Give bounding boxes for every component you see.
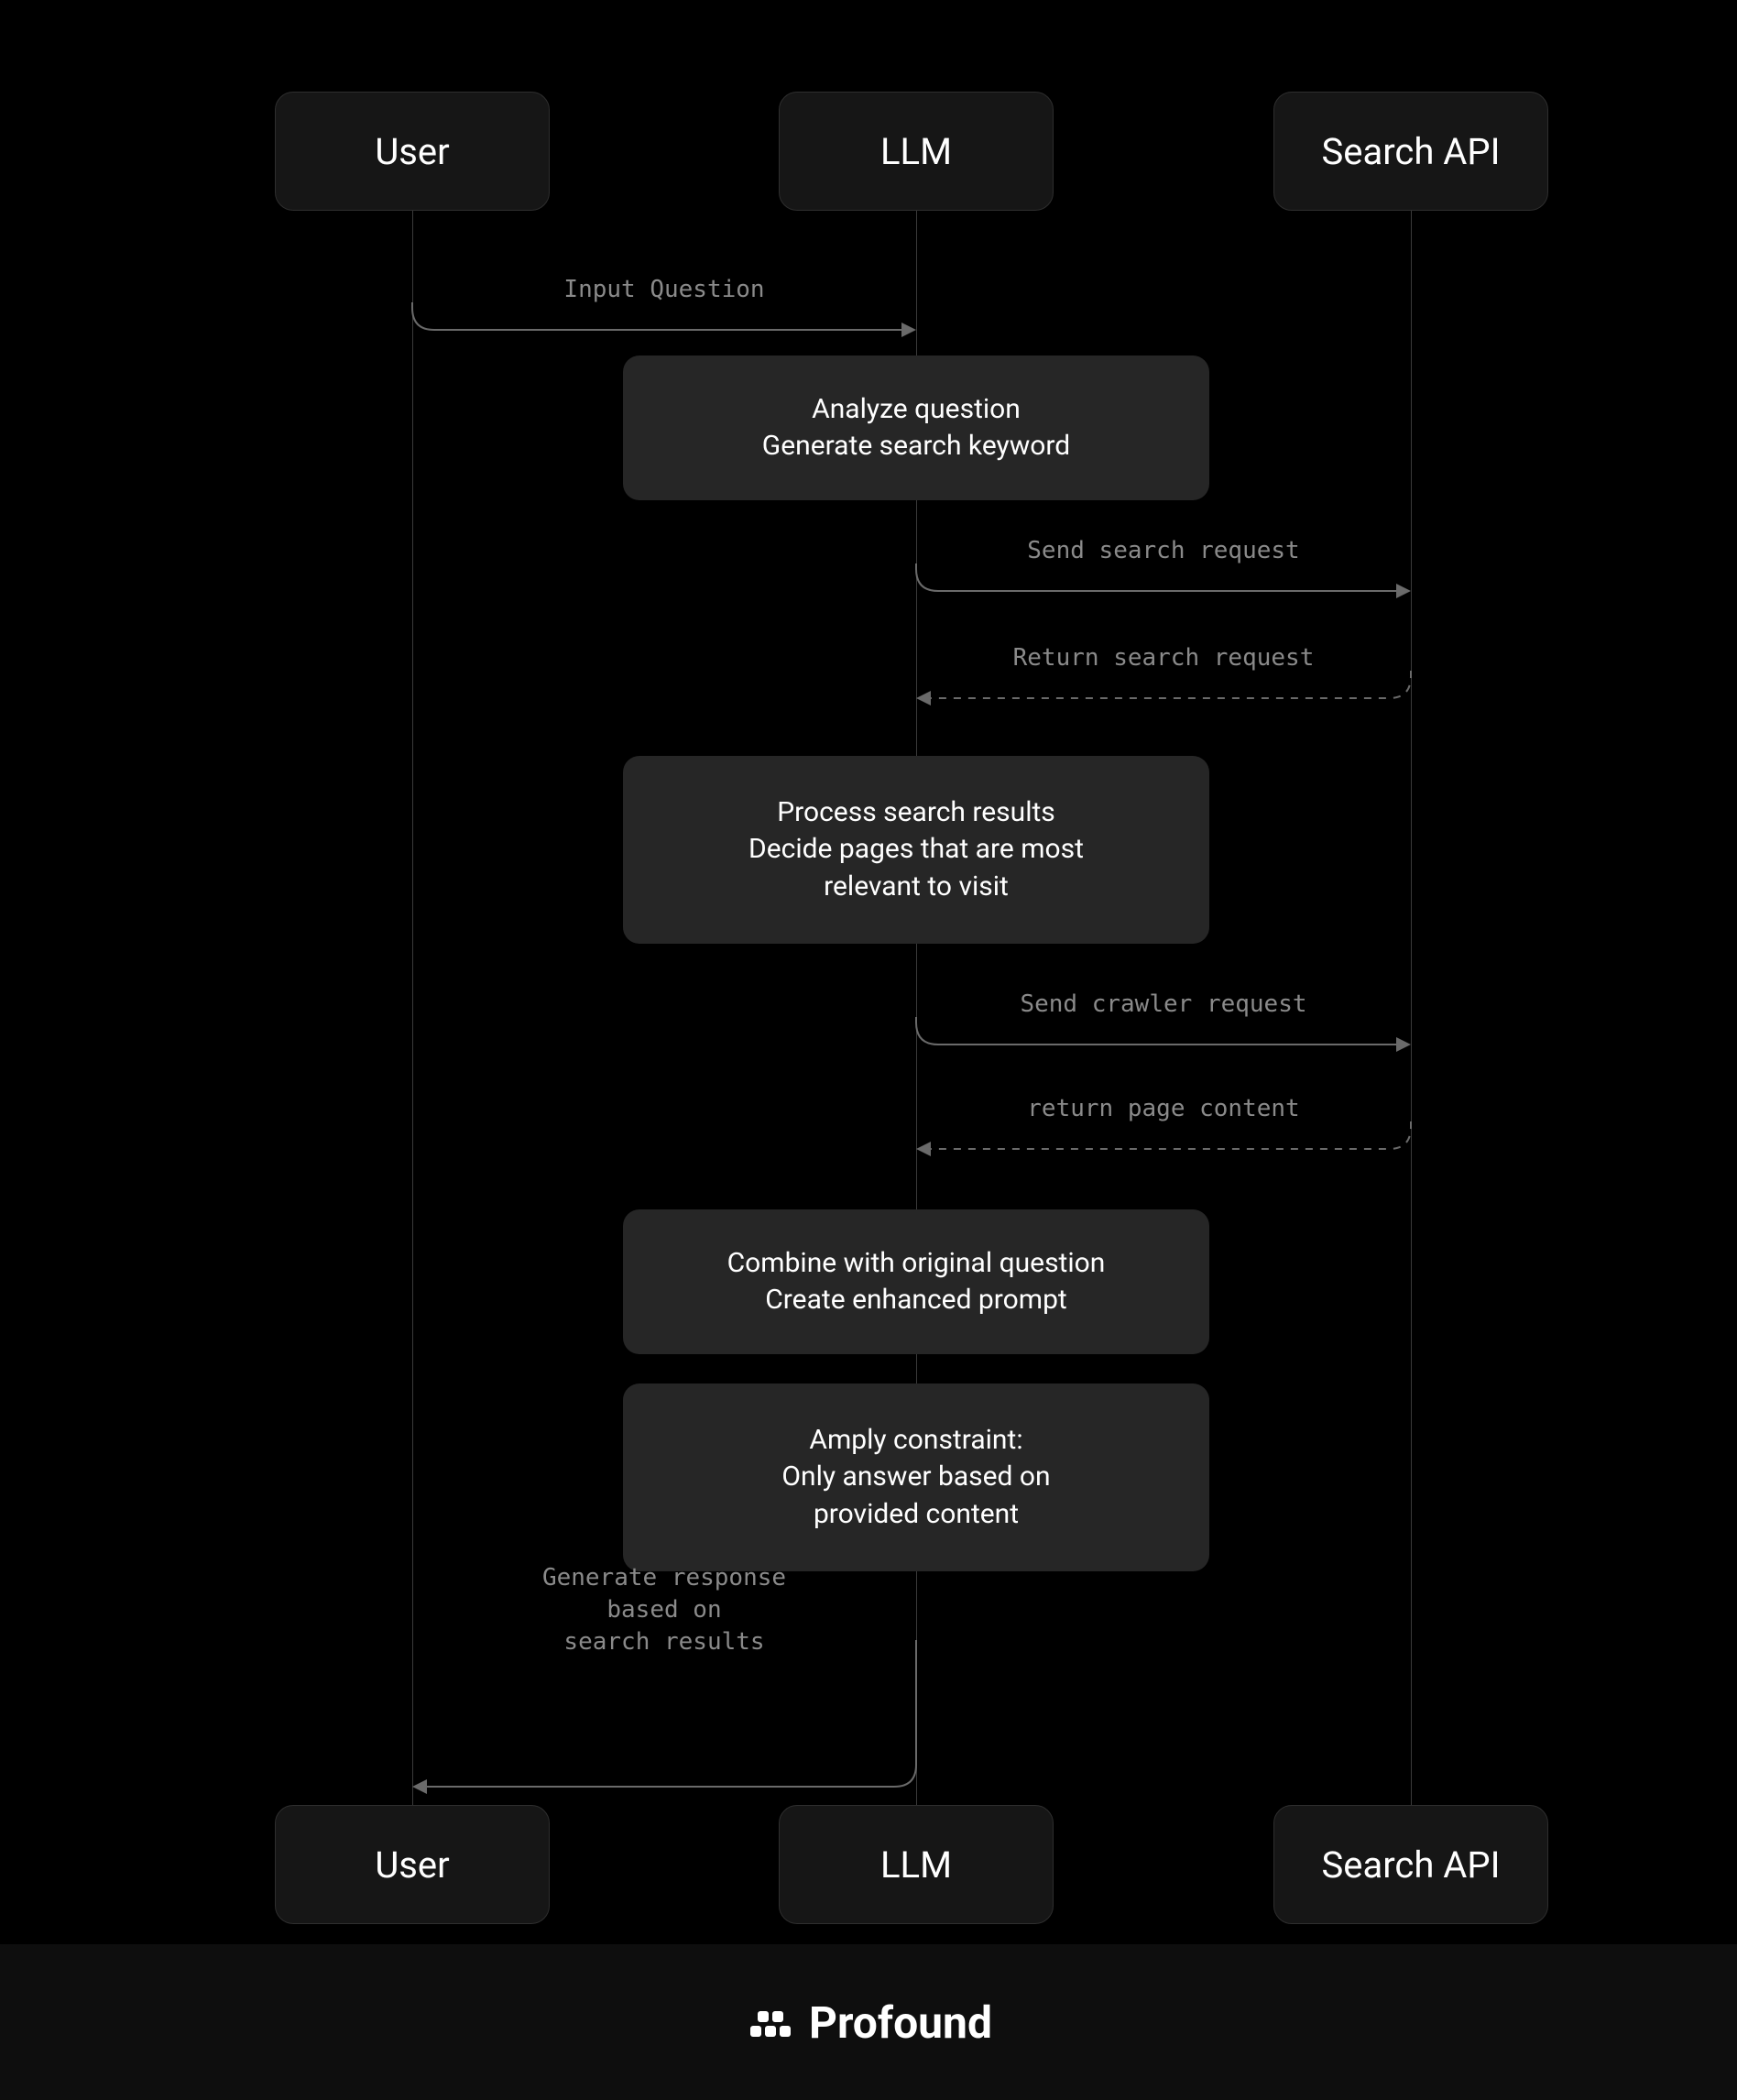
process-line: Combine with original question xyxy=(727,1245,1106,1283)
message-arrow-m6 xyxy=(407,1640,922,1823)
process-p3: Combine with original questionCreate enh… xyxy=(623,1209,1209,1354)
message-label-m5: return page content xyxy=(916,1093,1411,1125)
actor-label: Search API xyxy=(1322,130,1501,173)
process-line: Process search results xyxy=(777,794,1055,832)
process-p4: Amply constraint:Only answer based onpro… xyxy=(623,1384,1209,1571)
footer-brand: Profound xyxy=(809,1996,992,2049)
process-p1: Analyze questionGenerate search keyword xyxy=(623,355,1209,500)
message-arrow-m4 xyxy=(911,1017,1416,1072)
process-line: relevant to visit xyxy=(824,869,1009,906)
process-line: Only answer based on xyxy=(781,1459,1050,1496)
profound-logo-icon xyxy=(745,1998,792,2046)
actor-llm: LLM xyxy=(779,92,1054,211)
message-arrow-m3 xyxy=(911,671,1416,726)
process-line: Generate search keyword xyxy=(762,428,1070,465)
message-label-m1: Input Question xyxy=(412,274,916,306)
process-line: Amply constraint: xyxy=(809,1422,1022,1460)
message-label-m4: Send crawler request xyxy=(916,989,1411,1021)
actor-api: Search API xyxy=(1273,1805,1548,1924)
process-line: provided content xyxy=(814,1496,1019,1534)
actor-api: Search API xyxy=(1273,92,1548,211)
actor-label: Search API xyxy=(1322,1843,1501,1887)
message-label-m3: Return search request xyxy=(916,642,1411,674)
message-arrow-m2 xyxy=(911,563,1416,618)
footer: Profound xyxy=(0,1944,1737,2100)
process-line: Analyze question xyxy=(812,391,1021,429)
message-arrow-m1 xyxy=(407,302,922,357)
actor-user: User xyxy=(275,92,550,211)
actor-label: LLM xyxy=(880,1843,952,1887)
actor-label: User xyxy=(375,130,449,173)
process-p2: Process search resultsDecide pages that … xyxy=(623,756,1209,944)
message-label-m2: Send search request xyxy=(916,535,1411,567)
actor-label: User xyxy=(375,1843,449,1887)
message-arrow-m5 xyxy=(911,1121,1416,1176)
actor-label: LLM xyxy=(880,130,952,173)
process-line: Decide pages that are most xyxy=(748,831,1084,869)
process-line: Create enhanced prompt xyxy=(765,1282,1066,1319)
